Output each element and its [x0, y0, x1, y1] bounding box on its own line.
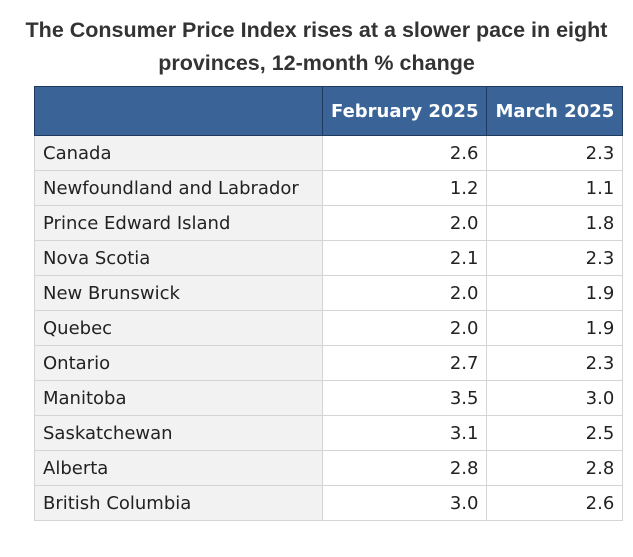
- value-cell: 2.0: [321, 275, 488, 311]
- table-row: Manitoba 3.5 3.0: [34, 380, 624, 416]
- table-row: New Brunswick 2.0 1.9: [34, 275, 624, 311]
- value-cell: 2.6: [321, 135, 488, 171]
- value-cell: 1.2: [321, 170, 488, 206]
- value-cell: 2.3: [486, 345, 624, 381]
- table-row: Ontario 2.7 2.3: [34, 345, 624, 381]
- header-cell: March 2025: [486, 86, 624, 136]
- value-cell: 1.8: [486, 205, 624, 241]
- region-cell: Newfoundland and Labrador: [34, 170, 323, 206]
- value-cell: 3.5: [321, 380, 488, 416]
- region-cell: Manitoba: [34, 380, 323, 416]
- header-cell: February 2025: [321, 86, 488, 136]
- value-cell: 2.0: [321, 310, 488, 346]
- table-row: Prince Edward Island 2.0 1.8: [34, 205, 624, 241]
- region-cell: British Columbia: [34, 485, 323, 521]
- value-cell: 3.1: [321, 415, 488, 451]
- table-row: Newfoundland and Labrador 1.2 1.1: [34, 170, 624, 206]
- region-cell: Quebec: [34, 310, 323, 346]
- cpi-table: February 2025 March 2025 Canada 2.6 2.3 Newf…: [34, 86, 624, 521]
- value-cell: 2.3: [486, 240, 624, 276]
- value-cell: 2.8: [321, 450, 488, 486]
- table-row: Quebec 2.0 1.9: [34, 310, 624, 346]
- value-cell: 2.6: [486, 485, 624, 521]
- region-cell: Nova Scotia: [34, 240, 323, 276]
- table-header: February 2025 March 2025: [34, 86, 624, 136]
- header-row: February 2025 March 2025: [34, 86, 624, 136]
- value-cell: 2.8: [486, 450, 624, 486]
- table-row: Canada 2.6 2.3: [34, 135, 624, 171]
- table-row: Alberta 2.8 2.8: [34, 450, 624, 486]
- table-row: Saskatchewan 3.1 2.5: [34, 415, 624, 451]
- value-cell: 2.3: [486, 135, 624, 171]
- region-cell: Saskatchewan: [34, 415, 323, 451]
- value-cell: 2.0: [321, 205, 488, 241]
- header-cell: [34, 86, 323, 136]
- table-row: British Columbia 3.0 2.6: [34, 485, 624, 521]
- table-body: Canada 2.6 2.3 Newfoundland and Labrador 1.2…: [34, 135, 624, 521]
- region-cell: Alberta: [34, 450, 323, 486]
- region-cell: Prince Edward Island: [34, 205, 323, 241]
- region-cell: Canada: [34, 135, 323, 171]
- value-cell: 1.9: [486, 275, 624, 311]
- value-cell: 1.1: [486, 170, 624, 206]
- value-cell: 2.7: [321, 345, 488, 381]
- value-cell: 3.0: [321, 485, 488, 521]
- title: The Consumer Price Index rises at a slow…: [25, 18, 608, 75]
- value-cell: 2.5: [486, 415, 624, 451]
- table-row: Nova Scotia 2.1 2.3: [34, 240, 624, 276]
- value-cell: 2.1: [321, 240, 488, 276]
- region-cell: Ontario: [34, 345, 323, 381]
- region-cell: New Brunswick: [34, 275, 323, 311]
- value-cell: 3.0: [486, 380, 624, 416]
- value-cell: 1.9: [486, 310, 624, 346]
